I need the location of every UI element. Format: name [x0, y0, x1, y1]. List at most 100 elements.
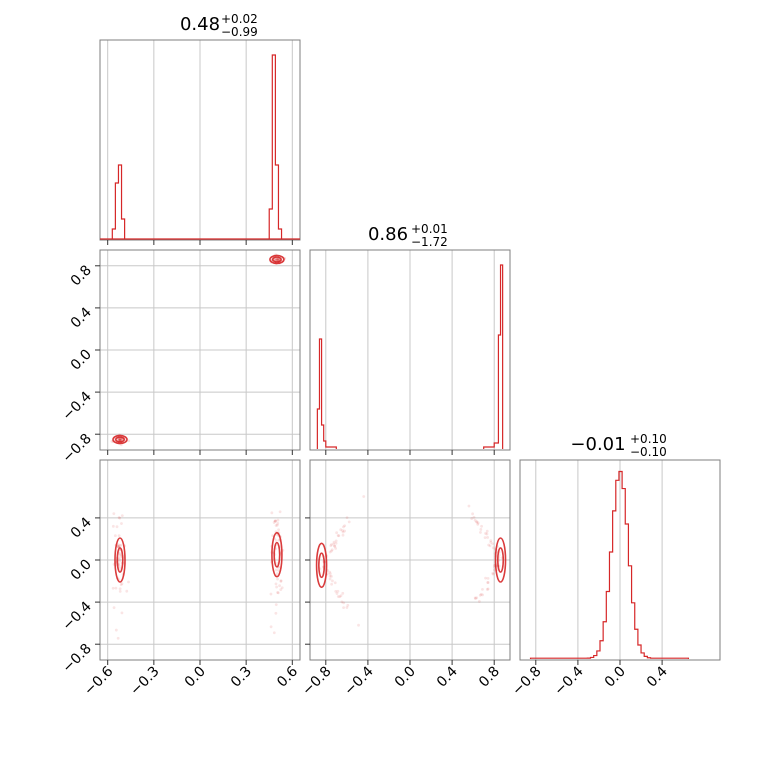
sc21-point: [328, 570, 332, 574]
sc10-point: [118, 437, 122, 441]
sc20-point: [118, 559, 121, 563]
sc21-point: [489, 539, 493, 543]
sc21-point: [330, 575, 333, 578]
sc20-point: [276, 591, 280, 595]
sc21-point: [335, 592, 339, 595]
sc20-ytick-label-1: −0.4: [59, 599, 94, 634]
sc21-point: [475, 520, 479, 524]
sc10-ytick-label-4: 0.8: [68, 262, 95, 289]
sc20-point: [272, 521, 276, 524]
sc21-point: [332, 542, 336, 546]
sc21-point: [491, 546, 495, 550]
sc21-point: [331, 579, 334, 583]
sc20-point: [112, 606, 116, 610]
sc20-point: [274, 524, 278, 527]
sc20-point: [117, 516, 121, 519]
sc10-ytick-label-2: 0.0: [68, 347, 95, 374]
sc20-point: [120, 611, 124, 615]
sc10-point: [119, 438, 123, 442]
sc20-point: [276, 577, 279, 581]
hist1-series: [316, 264, 504, 449]
sc10-ytick-label-0: −0.8: [59, 431, 94, 466]
sc21-point: [486, 581, 490, 584]
sc21-point: [346, 603, 350, 607]
sc21-contour-0-1: [318, 552, 326, 579]
sc21-point: [338, 595, 342, 599]
sc21-point: [330, 549, 333, 553]
sc21-point: [336, 534, 340, 537]
sc20-contour-1-1: [273, 541, 281, 568]
sc20-ytick-label-3: 0.4: [68, 514, 95, 541]
sc21-xtick-label-1: −0.4: [341, 663, 376, 698]
hist0-series: [111, 54, 283, 239]
sc10-contour-1-1: [271, 256, 282, 263]
sc20-point: [275, 585, 278, 589]
sc10-point: [119, 438, 122, 441]
sc20-xtick-label-1: −0.3: [127, 664, 162, 699]
sc20-point: [116, 636, 120, 640]
sc21-point: [484, 576, 487, 580]
hist2-xtick-label-1: −0.4: [551, 663, 586, 698]
sc10-point: [273, 257, 277, 261]
sc21-point: [334, 547, 338, 550]
sc21-point: [479, 531, 482, 534]
title-param-2: −0.01: [570, 434, 625, 455]
sc20-point: [116, 544, 120, 548]
sc21-point: [341, 530, 345, 534]
sc10-point: [275, 258, 279, 262]
sc21-point: [342, 525, 345, 529]
sc21-point: [330, 543, 333, 546]
sc21-point: [329, 544, 333, 548]
sc21-point: [474, 597, 477, 600]
sc21-point: [342, 606, 345, 610]
sc20-point: [114, 586, 118, 590]
sc20-point: [118, 566, 122, 570]
sc21-xtick-label-0: −0.8: [299, 664, 334, 699]
sc21-xtick-label-3: 0.4: [434, 663, 461, 690]
sc20-point: [269, 592, 273, 596]
sc10-point: [119, 437, 123, 441]
sc21-point: [475, 596, 479, 600]
hist2-series: [529, 470, 690, 659]
sc21-point: [485, 588, 489, 591]
sc21-point: [362, 495, 366, 498]
sc20-point: [119, 583, 123, 587]
sc21-point: [486, 587, 490, 591]
sc20-point: [116, 543, 120, 547]
sc21-point: [491, 572, 495, 576]
sc20-contour-1-0: [271, 531, 283, 578]
sc20-point: [119, 543, 123, 547]
sc21-point: [473, 518, 477, 522]
hist2-xtick-label-3: 0.4: [644, 663, 671, 690]
sc21-point: [328, 574, 332, 578]
sc10-point: [117, 437, 121, 441]
sc21-point: [334, 589, 338, 593]
sc10-point: [275, 257, 279, 261]
hist2-xtick-label-2: 0.0: [602, 664, 629, 691]
sc21-point: [328, 577, 332, 581]
sc20-point: [120, 522, 123, 525]
sc10-ytick-label-1: −0.4: [59, 389, 94, 424]
sc21-point: [476, 523, 480, 526]
sc10-point: [118, 438, 122, 442]
title-param-1: 0.86: [368, 224, 408, 245]
sc21-point: [345, 606, 349, 609]
sc10-point: [276, 258, 280, 261]
sc20-point: [269, 625, 273, 629]
sc20-point: [117, 556, 121, 559]
sc21-point: [357, 623, 360, 627]
sc10-point: [276, 257, 279, 261]
sc20-contour-0-1: [116, 547, 124, 573]
sc20-point: [274, 539, 278, 543]
sc10-point: [117, 437, 121, 441]
sc21-point: [472, 515, 476, 519]
title-param-0-plus: +0.02: [221, 12, 258, 26]
sc20-point: [114, 628, 118, 632]
sc21-point: [467, 504, 471, 508]
sc20-point: [272, 631, 276, 635]
sc20-point: [120, 582, 124, 586]
sc21-point: [339, 528, 343, 532]
sc20-point: [273, 519, 277, 523]
title-param-2-plus: +0.10: [630, 432, 667, 446]
